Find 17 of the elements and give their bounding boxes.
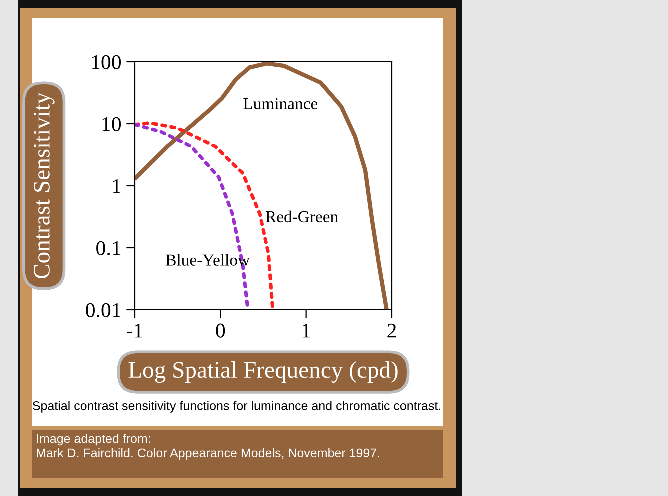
line-series	[135, 123, 250, 310]
text: Image adapted from: Mark D. Fairchild. Color Appearance Models, November 1997.	[37, 434, 380, 460]
y-tick-label: 10	[102, 117, 122, 132]
text: Spatial contrast sensitivity functions for luminance and chromatic contrast.	[32, 401, 440, 413]
y-tick-label: 1	[113, 179, 121, 194]
series-label: Red-Green	[266, 210, 338, 223]
x-axis-title: Log Spatial Frequency (cpd)	[128, 362, 398, 384]
x-tick-label: 2	[388, 324, 396, 338]
series-label: Blue-Yellow	[166, 254, 250, 266]
y-axis-title: Contrast Sensitivity	[34, 92, 55, 278]
y-tick-label: 100	[92, 55, 122, 70]
y-tick-label: 0.01	[86, 303, 121, 318]
x-tick-label: -1	[127, 324, 142, 338]
series-label: Luminance	[244, 98, 318, 110]
y-tick-label: 0.1	[96, 241, 121, 256]
x-tick-label: 1	[302, 324, 310, 338]
x-tick-label: 0	[216, 324, 226, 338]
